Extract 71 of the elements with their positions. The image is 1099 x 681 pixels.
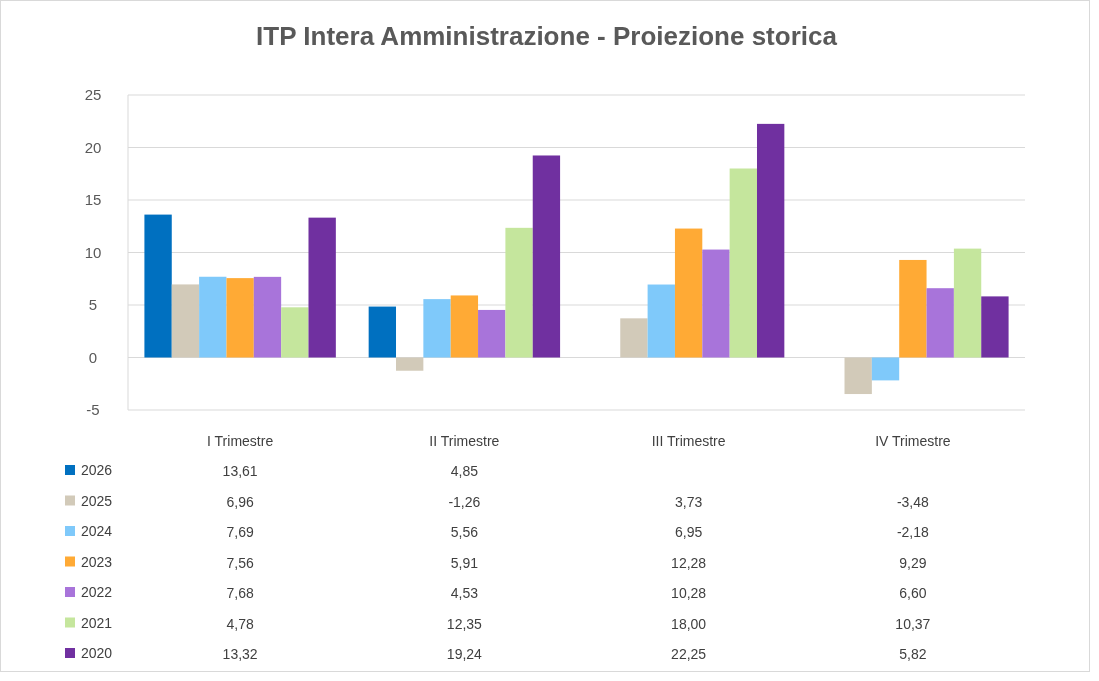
- bar: [226, 278, 254, 358]
- bar: [647, 284, 675, 358]
- x-tick-label: IV Trimestre: [875, 433, 951, 449]
- data-label: 13,61: [222, 463, 258, 479]
- bar: [423, 299, 451, 358]
- bar: [368, 306, 397, 358]
- data-label: 6,95: [675, 524, 703, 540]
- bar: [729, 168, 757, 358]
- data-label: 5,56: [450, 524, 479, 540]
- data-label: 13,32: [222, 646, 258, 662]
- bar: [281, 307, 309, 358]
- bar: [253, 276, 282, 358]
- x-tick-label: II Trimestre: [429, 433, 500, 449]
- bar: [505, 227, 533, 358]
- data-label: 18,00: [671, 615, 707, 632]
- bar: [199, 276, 227, 358]
- bar: [926, 288, 954, 358]
- data-label: 5,82: [899, 646, 927, 662]
- legend-label: 2024: [81, 523, 113, 539]
- data-label: 6,96: [226, 493, 254, 510]
- legend-label: 2026: [81, 462, 113, 478]
- bar: [620, 318, 648, 358]
- bar: [981, 296, 1009, 358]
- data-label: 9,29: [899, 554, 927, 571]
- data-label: 19,24: [446, 646, 483, 662]
- y-tick-label: 10: [84, 243, 102, 261]
- y-tick-label: 0: [88, 348, 98, 366]
- legend-label: 2020: [81, 645, 113, 661]
- data-label: -2,18: [896, 524, 930, 540]
- data-label: 22,25: [671, 646, 707, 662]
- y-tick-label: 5: [88, 296, 98, 313]
- legend-label: 2025: [81, 492, 113, 509]
- bar: [144, 214, 172, 358]
- bar: [756, 123, 785, 358]
- bar: [396, 357, 424, 371]
- data-label: 10,28: [671, 585, 707, 601]
- y-tick-label: 25: [84, 86, 102, 103]
- bar: [308, 217, 336, 358]
- data-label: -3,48: [896, 493, 930, 510]
- bar: [532, 155, 561, 358]
- bar: [953, 248, 982, 358]
- x-tick-label: I Trimestre: [207, 433, 274, 449]
- legend-label: 2023: [81, 553, 113, 570]
- data-label: 4,53: [450, 585, 479, 601]
- bar: [702, 249, 730, 358]
- bar: [171, 284, 200, 358]
- bar: [450, 295, 479, 358]
- bar: [478, 309, 506, 358]
- data-label: 7,68: [226, 585, 254, 601]
- data-label: 4,85: [450, 463, 479, 479]
- legend-label: 2022: [81, 584, 113, 600]
- data-label: 7,56: [226, 554, 254, 571]
- bar: [899, 259, 927, 358]
- y-tick-label: -5: [86, 401, 100, 418]
- x-tick-label: III Trimestre: [651, 433, 726, 449]
- bar: [871, 357, 900, 381]
- data-label: 7,69: [226, 524, 254, 540]
- bar: [844, 357, 872, 395]
- bar: [674, 228, 703, 358]
- legend-label: 2021: [81, 614, 113, 631]
- data-label: 5,91: [450, 554, 479, 571]
- data-label: -1,26: [448, 493, 481, 510]
- data-label: 3,73: [675, 493, 703, 510]
- data-label: 10,37: [895, 615, 931, 632]
- data-label: 12,35: [446, 615, 483, 632]
- chart-title: ITP Intera Amministrazione - Proiezione storica: [256, 21, 838, 51]
- y-tick-label: 20: [84, 138, 102, 156]
- data-label: 12,28: [671, 554, 707, 571]
- y-tick-label: 15: [84, 191, 102, 208]
- data-label: 4,78: [226, 615, 254, 632]
- data-label: 6,60: [899, 585, 927, 601]
